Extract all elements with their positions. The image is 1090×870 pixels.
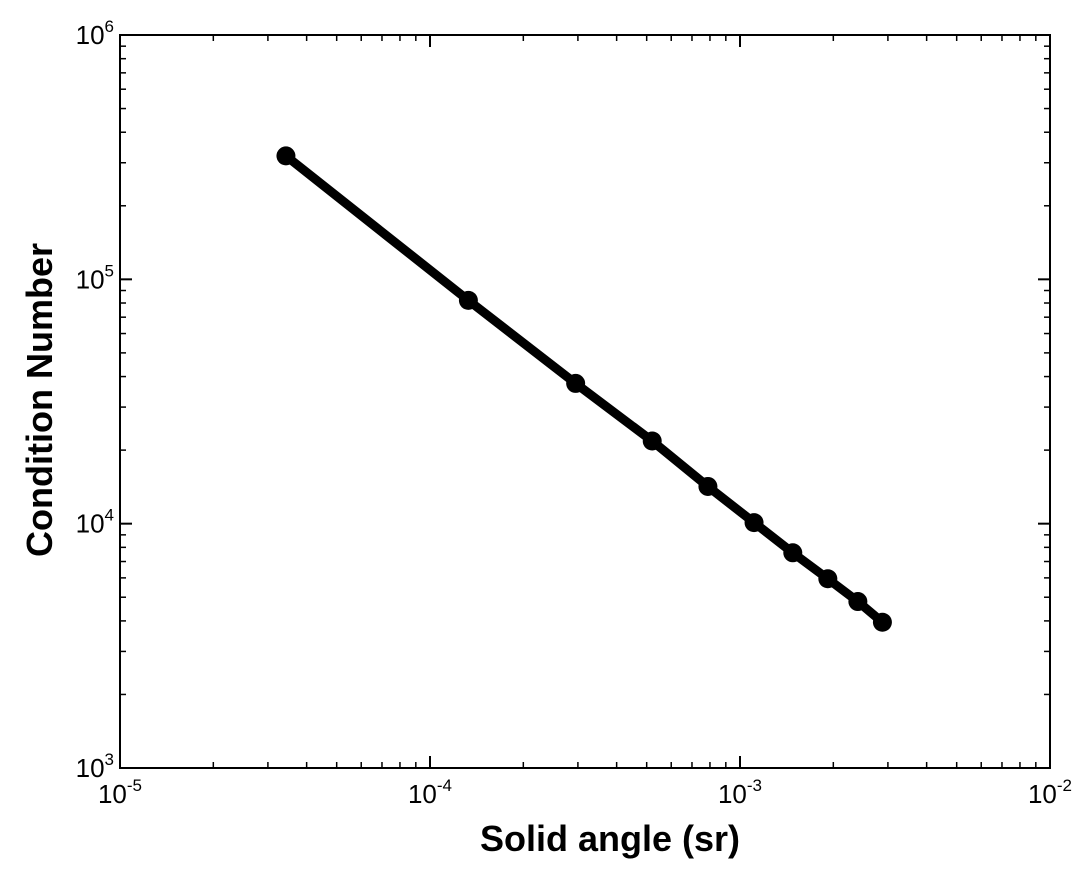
data-point [458,290,478,310]
x-axis-title: Solid angle (sr) [480,818,740,859]
x-tick-label: 10-2 [1028,776,1072,809]
y-axis-title: Condition Number [19,243,60,557]
data-point [698,476,718,496]
data-point [566,373,586,393]
data-point [744,513,764,533]
series-line [281,151,887,627]
x-tick-label: 10-4 [408,776,452,809]
axes: 10-5 10-4 10-3 10-2 103 104 105 106 [76,17,1072,809]
y-tick-label: 103 [76,750,114,783]
data-point [818,569,838,589]
x-tick-label: 10-3 [718,776,762,809]
y-tick-label: 104 [76,506,114,539]
data-point [276,146,296,166]
data-point [848,592,868,612]
x-tick-label: 10-5 [98,776,142,809]
plot-frame [119,34,1051,769]
data-point [642,431,662,451]
series-group [276,146,892,632]
y-tick-label: 105 [76,261,114,294]
data-point [783,543,803,563]
y-tick-label: 106 [76,17,114,50]
data-point [872,612,892,632]
